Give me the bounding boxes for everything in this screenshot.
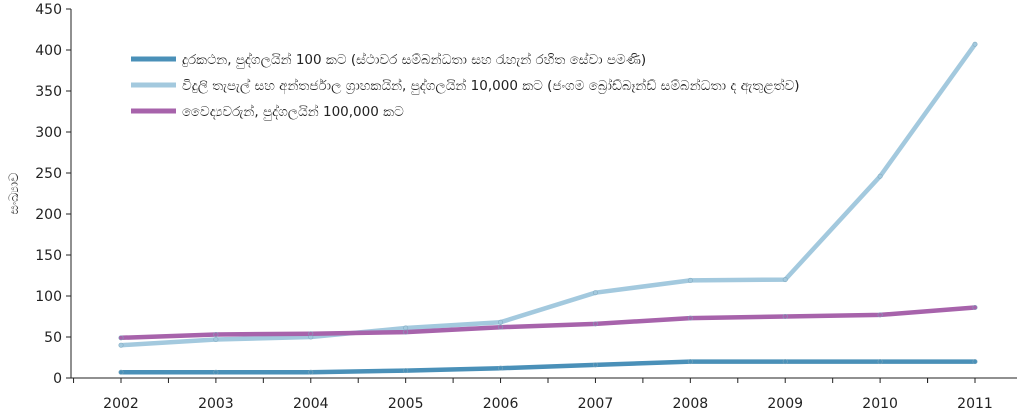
series-line — [118, 42, 978, 348]
legend-label: විදුලි තැපැල් සහ අන්තර්ජාල ග්‍රාහකයින්, … — [182, 78, 800, 95]
x-tick-label: 2006 — [483, 396, 519, 412]
axes: 0 50 100 150 200 250 300 350 400 450 2002 2003 2004 2… — [7, 2, 1017, 412]
x-tick-label: 2003 — [198, 396, 234, 412]
legend: දුරකථන, පුද්ගලයින් 100 කට (ස්ථාවර සම්බන්… — [131, 52, 800, 121]
data-point — [972, 41, 978, 47]
y-tick-label: 100 — [35, 289, 62, 305]
data-point — [782, 359, 788, 365]
y-tick-label: 300 — [35, 125, 62, 141]
data-point — [403, 329, 409, 335]
x-tick-label: 2010 — [862, 396, 898, 412]
data-point — [782, 277, 788, 283]
x-tick-label: 2011 — [957, 396, 993, 412]
x-tick-label: 2009 — [767, 396, 803, 412]
data-point — [877, 359, 883, 365]
data-point — [308, 331, 314, 337]
data-point — [403, 325, 409, 331]
data-point — [687, 315, 693, 321]
data-point — [498, 324, 504, 330]
y-tick-label: 400 — [35, 43, 62, 59]
series-lines — [118, 41, 978, 375]
series-line — [118, 305, 978, 341]
data-point — [972, 359, 978, 365]
legend-label: වෛද්‍යවරුන්, පුද්ගලයින් 100,000 කට — [182, 104, 404, 121]
data-point — [687, 277, 693, 283]
y-tick-label: 50 — [44, 330, 62, 346]
data-point — [592, 362, 598, 368]
data-point — [308, 369, 314, 375]
data-point — [118, 369, 124, 375]
data-point — [213, 369, 219, 375]
data-point — [118, 342, 124, 348]
data-point — [498, 365, 504, 371]
x-tick-label: 2004 — [293, 396, 329, 412]
data-point — [118, 335, 124, 341]
data-point — [877, 312, 883, 318]
series-line — [118, 359, 978, 375]
y-tick-label: 350 — [35, 84, 62, 100]
y-tick-label: 200 — [35, 207, 62, 223]
x-tick-label: 2007 — [578, 396, 614, 412]
data-point — [782, 313, 788, 319]
data-point — [213, 336, 219, 342]
y-axis-title: සංඛ්‍යාව — [7, 172, 22, 214]
x-tick-label: 2005 — [388, 396, 424, 412]
data-point — [403, 368, 409, 374]
legend-label: දුරකථන, පුද්ගලයින් 100 කට (ස්ථාවර සම්බන්… — [182, 52, 646, 69]
x-tick-label: 2008 — [673, 396, 709, 412]
y-tick-label: 0 — [53, 371, 62, 387]
x-tick-label: 2002 — [103, 396, 139, 412]
data-point — [877, 173, 883, 179]
data-point — [213, 332, 219, 338]
data-point — [972, 304, 978, 310]
y-tick-label: 150 — [35, 248, 62, 264]
data-point — [498, 319, 504, 325]
data-point — [687, 359, 693, 365]
y-tick-label: 250 — [35, 166, 62, 182]
data-point — [592, 290, 598, 296]
y-tick-label: 450 — [35, 2, 62, 18]
data-point — [592, 321, 598, 327]
